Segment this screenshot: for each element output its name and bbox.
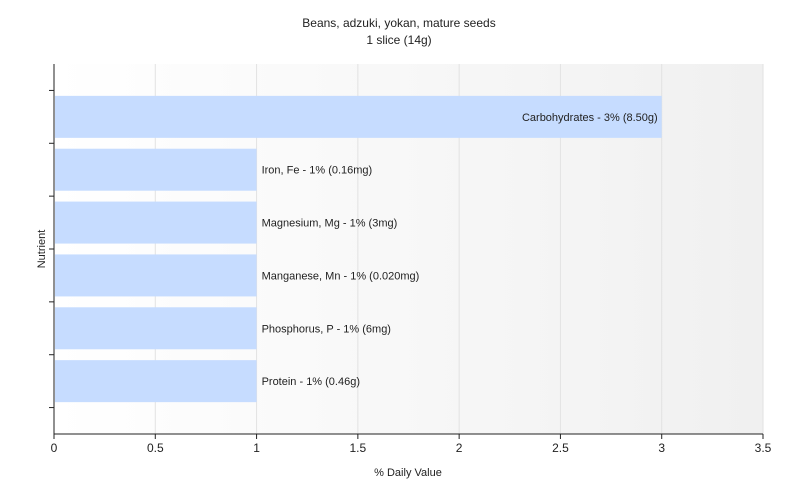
x-tick-label: 2 bbox=[456, 441, 463, 455]
y-axis-label: Nutrient bbox=[36, 230, 48, 269]
y-ticks bbox=[49, 89, 54, 409]
data-label: Iron, Fe - 1% (0.16mg) bbox=[262, 165, 373, 177]
chart-subtitle: 1 slice (14g) bbox=[366, 33, 431, 47]
x-tick-label: 2.5 bbox=[552, 441, 569, 455]
bar bbox=[55, 148, 257, 191]
x-tick-label: 0.5 bbox=[147, 441, 164, 455]
bar bbox=[55, 360, 257, 403]
bar bbox=[55, 254, 257, 297]
chart-title: Beans, adzuki, yokan, mature seeds bbox=[302, 16, 495, 30]
x-tick-label: 1 bbox=[253, 441, 260, 455]
bar bbox=[55, 95, 662, 138]
bar-labels: Carbohydrates - 3% (8.50g) Iron, Fe - 1% … bbox=[262, 112, 658, 388]
bars bbox=[55, 95, 662, 403]
data-label: Manganese, Mn - 1% (0.020mg) bbox=[262, 270, 420, 282]
x-tick-label: 3.5 bbox=[755, 441, 772, 455]
data-label: Magnesium, Mg - 1% (3mg) bbox=[262, 218, 398, 230]
x-ticks: 0 0.5 1 1.5 2 2.5 3 3.5 bbox=[51, 434, 772, 455]
bar bbox=[55, 201, 257, 244]
bar bbox=[55, 307, 257, 350]
x-axis-label: % Daily Value bbox=[374, 467, 442, 479]
data-label: Phosphorus, P - 1% (6mg) bbox=[262, 323, 391, 335]
x-tick-label: 0 bbox=[51, 441, 58, 455]
data-label: Carbohydrates - 3% (8.50g) bbox=[522, 112, 658, 124]
x-tick-label: 3 bbox=[658, 441, 665, 455]
data-label: Protein - 1% (0.46g) bbox=[262, 376, 360, 388]
x-tick-label: 1.5 bbox=[350, 441, 367, 455]
